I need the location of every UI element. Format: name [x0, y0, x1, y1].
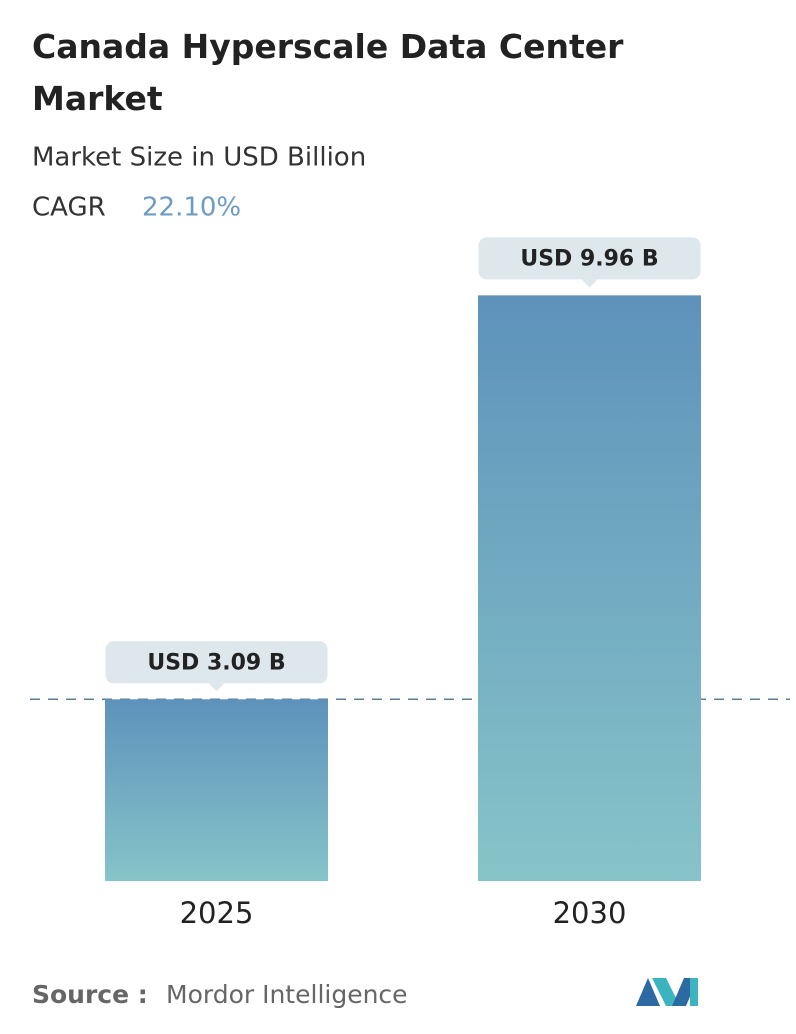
value-label-pointer: [581, 279, 598, 288]
title-line: Market: [32, 79, 163, 118]
title-line: Canada Hyperscale Data Center: [32, 27, 624, 66]
subtitle: Market Size in USD Billion: [32, 143, 366, 173]
cagr-label: CAGR: [32, 193, 106, 223]
logo: [636, 978, 698, 1006]
x-tick-label: 2025: [180, 896, 254, 930]
value-label-pointer: [208, 683, 225, 692]
bar: [105, 699, 328, 881]
cagr-value: 22.10%: [142, 193, 241, 223]
value-label-box: [105, 641, 328, 684]
source-label: Source :: [32, 980, 148, 1009]
source: Mordor Intelligence: [166, 980, 408, 1009]
x-tick-label: 2030: [553, 896, 627, 930]
value-label: USD 9.96 B: [520, 246, 658, 271]
value-label-box: [478, 237, 701, 280]
chart-title: Canada Hyperscale Data Center Market: [32, 27, 624, 118]
value-label: USD 3.09 B: [147, 650, 285, 675]
bar: [478, 295, 701, 881]
